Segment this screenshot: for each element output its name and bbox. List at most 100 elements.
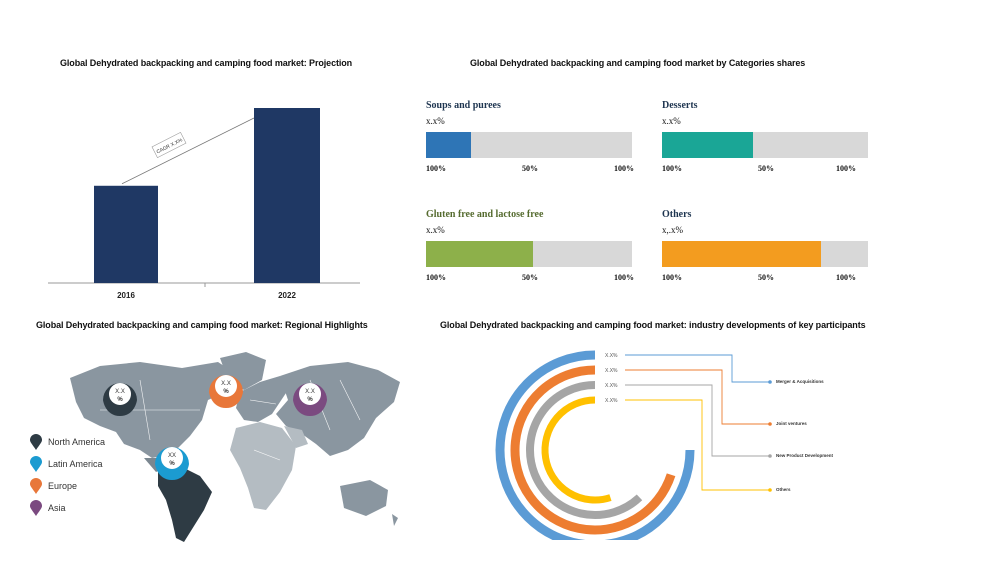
scale-mid: 50% [758, 164, 774, 173]
development-arc-2 [526, 381, 643, 519]
legend-label: Europe [48, 481, 78, 491]
map-middle-east [284, 426, 308, 448]
pin-line2: % [117, 397, 123, 403]
category-fill [662, 241, 821, 267]
legend-marker-icon [30, 500, 42, 516]
category-name: Desserts [662, 100, 698, 111]
pin-line1: XX [168, 453, 176, 459]
scale-left: 100% [426, 273, 446, 282]
map-australia [340, 480, 388, 516]
development-category-label: Merger & Acquisitions [776, 379, 824, 384]
category-desserts: Desserts x.x% 100% 50% 100% [662, 100, 870, 176]
projection-x-label-2022: 2022 [278, 291, 296, 300]
pin-north-america[interactable]: X.X % [103, 383, 137, 416]
category-value: x.x% [426, 225, 445, 235]
projection-title: Global Dehydrated backpacking and campin… [60, 58, 353, 68]
pin-europe[interactable]: X.X % [209, 375, 243, 408]
category-track [426, 132, 632, 158]
development-value-label: X.X% [605, 383, 618, 389]
development-category-label: Joint ventures [776, 421, 807, 426]
projection-chart: CAGR X.X% 2016 2022 [48, 108, 360, 300]
development-arc-0 [495, 350, 695, 540]
category-fill [662, 132, 753, 158]
legend-label: Asia [48, 503, 66, 513]
scale-left: 100% [662, 273, 682, 282]
map-europe [236, 376, 288, 422]
development-connector-dot [768, 422, 772, 426]
legend-label: North America [48, 437, 106, 447]
scale-mid: 50% [758, 273, 774, 282]
development-connector [625, 384, 770, 457]
development-category-label: New Product Development [776, 453, 834, 458]
pin-inner [161, 447, 183, 469]
legend-item-north-america[interactable]: North America [30, 431, 105, 453]
scale-right: 100% [614, 273, 634, 282]
development-category-label: Others [776, 487, 791, 492]
map-new-zealand [392, 514, 398, 526]
cagr-label-box [151, 131, 187, 159]
development-connector [625, 399, 770, 491]
category-value: x.x% [426, 116, 445, 126]
pin-line1: X.X [115, 389, 125, 395]
pin-inner [299, 383, 321, 405]
development-value-label: X.X% [605, 353, 618, 359]
development-connector-dot [768, 454, 772, 458]
scale-mid: 50% [522, 273, 538, 282]
category-scale: 100% 50% 100% [662, 273, 870, 285]
pin-line1: X.X [305, 389, 315, 395]
developments-title: Global Dehydrated backpacking and campin… [440, 320, 866, 330]
development-arc-3 [541, 396, 612, 504]
category-value: x.x% [662, 116, 681, 126]
map-africa [230, 422, 296, 510]
category-value: x,.x% [662, 225, 683, 235]
categories-title: Global Dehydrated backpacking and campin… [470, 58, 806, 68]
scale-left: 100% [426, 164, 446, 173]
pin-inner [109, 383, 131, 405]
category-soups: Soups and purees x.x% 100% 50% 100% [426, 100, 634, 176]
category-scale: 100% 50% 100% [426, 164, 634, 176]
category-fill [426, 132, 472, 158]
development-connector-dot [768, 380, 772, 384]
scale-left: 100% [662, 164, 682, 173]
pin-line2: % [307, 397, 313, 403]
category-track [426, 241, 632, 267]
category-name: Soups and purees [426, 100, 501, 111]
development-connector [625, 354, 770, 383]
pin-line2: % [223, 389, 229, 395]
legend-item-latin-america[interactable]: Latin America [30, 453, 105, 475]
pin-line2: % [169, 461, 175, 467]
pin-latin-america[interactable]: XX % [155, 447, 189, 480]
projection-trend-line [121, 117, 255, 185]
legend-item-europe[interactable]: Europe [30, 475, 105, 497]
legend-marker-icon [30, 478, 42, 494]
category-name: Gluten free and lactose free [426, 209, 544, 220]
legend-item-asia[interactable]: Asia [30, 497, 105, 519]
world-map: X.X % XX % X.X % X.X % [70, 352, 400, 542]
pin-asia[interactable]: X.X % [293, 383, 327, 416]
scale-mid: 50% [522, 164, 538, 173]
projection-bar-2022 [254, 108, 320, 283]
category-fill [426, 241, 534, 267]
projection-x-label-2016: 2016 [117, 291, 135, 300]
category-track [662, 132, 868, 158]
category-scale: 100% 50% 100% [662, 164, 870, 176]
scale-right: 100% [836, 164, 856, 173]
development-value-label: X.X% [605, 368, 618, 374]
projection-bar-2016 [94, 185, 158, 283]
scale-right: 100% [614, 164, 634, 173]
scale-right: 100% [836, 273, 856, 282]
development-connector-dot [768, 488, 772, 492]
category-scale: 100% 50% 100% [426, 273, 634, 285]
legend-marker-icon [30, 434, 42, 450]
category-name: Others [662, 209, 692, 220]
development-connector [625, 369, 770, 425]
legend-marker-icon [30, 456, 42, 472]
developments-chart: X.X% Merger & Acquisitions X.X% Joint ventu… [495, 350, 834, 540]
regional-title: Global Dehydrated backpacking and campin… [36, 320, 368, 330]
category-gluten-free: Gluten free and lactose free x.x% 100% 5… [426, 209, 634, 285]
legend-label: Latin America [48, 459, 103, 469]
pin-inner [215, 375, 237, 397]
map-south-america [158, 466, 212, 542]
category-track [662, 241, 868, 267]
development-arc-1 [510, 365, 676, 535]
